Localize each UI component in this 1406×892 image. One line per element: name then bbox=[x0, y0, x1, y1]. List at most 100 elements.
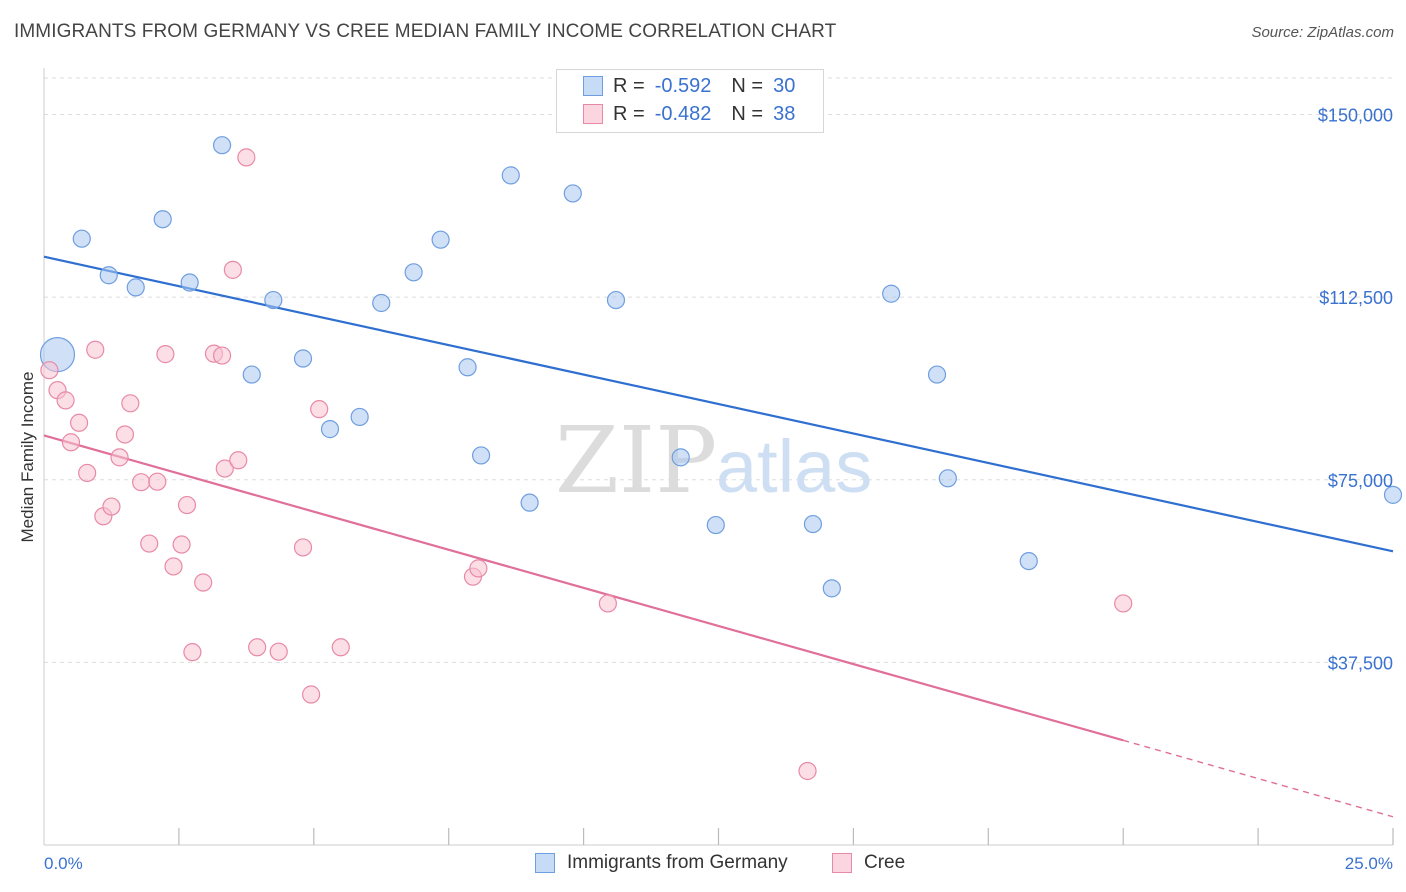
cree-point bbox=[121, 394, 140, 413]
germany-point bbox=[404, 263, 423, 282]
germany-point bbox=[520, 493, 539, 512]
cree-point bbox=[102, 497, 121, 516]
watermark-atlas: atlas bbox=[716, 425, 872, 508]
trend-line-extension bbox=[1123, 739, 1394, 818]
legend-row-germany: R = -0.592 N = 30 bbox=[557, 72, 795, 100]
cree-point bbox=[269, 642, 288, 661]
x-tick-labels: 0.0% 25.0% bbox=[44, 854, 1393, 873]
cree-point bbox=[237, 148, 256, 167]
germany-point bbox=[99, 266, 118, 285]
cree-point bbox=[310, 400, 329, 419]
legend-swatch-germany bbox=[583, 76, 603, 96]
legend-label-germany: Immigrants from Germany bbox=[567, 852, 788, 873]
y-tick-label: $150,000 bbox=[1318, 106, 1393, 126]
cree-point bbox=[86, 340, 105, 359]
germany-point bbox=[606, 290, 626, 310]
legend-item-cree: Cree bbox=[832, 852, 905, 874]
germany-point bbox=[882, 284, 901, 303]
legend-r-label: R = bbox=[613, 102, 645, 125]
germany-point bbox=[671, 448, 690, 467]
legend-swatch-cree bbox=[832, 853, 852, 873]
germany-point bbox=[264, 290, 283, 310]
germany-point bbox=[501, 166, 520, 185]
cree-point bbox=[69, 413, 89, 432]
cree-point bbox=[110, 448, 129, 467]
y-tick-label: $75,000 bbox=[1328, 471, 1393, 491]
legend-n-label: N = bbox=[731, 74, 764, 97]
germany-point bbox=[126, 278, 145, 297]
cree-point bbox=[148, 472, 167, 491]
germany-point bbox=[320, 420, 340, 439]
germany-point bbox=[803, 514, 823, 534]
legend-r-value-cree: -0.482 bbox=[654, 102, 712, 125]
cree-point bbox=[61, 433, 81, 452]
germany-point bbox=[471, 446, 491, 465]
germany-point bbox=[1019, 551, 1038, 571]
cree-point bbox=[331, 638, 350, 657]
legend-swatch-germany bbox=[535, 853, 555, 873]
legend-r-value-germany: -0.592 bbox=[654, 74, 712, 97]
cree-point bbox=[302, 685, 321, 704]
cree-point bbox=[212, 346, 232, 365]
germany-point bbox=[431, 230, 450, 249]
series-legend: Immigrants from Germany Cree bbox=[0, 852, 1406, 878]
germany-point bbox=[212, 136, 232, 155]
x-tick-label-max: 25.0% bbox=[1345, 854, 1393, 873]
germany-point bbox=[242, 365, 261, 384]
germany-point bbox=[706, 515, 725, 535]
germany-point bbox=[563, 184, 582, 203]
cree-point bbox=[78, 463, 97, 483]
germany-point bbox=[72, 229, 91, 248]
cree-point bbox=[132, 473, 151, 492]
cree-point bbox=[156, 345, 175, 364]
germany-point bbox=[938, 469, 957, 488]
cree-point bbox=[140, 534, 159, 553]
cree-point bbox=[248, 638, 267, 657]
cree-point bbox=[598, 594, 617, 613]
cree-point bbox=[223, 260, 242, 279]
germany-point bbox=[927, 365, 947, 384]
cree-point bbox=[56, 391, 75, 410]
cree-point bbox=[215, 459, 234, 478]
axes bbox=[43, 68, 1394, 846]
legend-n-label: N = bbox=[731, 102, 764, 125]
y-tick-label: $112,500 bbox=[1319, 288, 1393, 308]
cree-point bbox=[183, 643, 202, 662]
cree-point bbox=[229, 451, 248, 470]
legend-row-cree: R = -0.482 N = 38 bbox=[557, 100, 795, 128]
legend-r-label: R = bbox=[613, 74, 645, 97]
germany-point bbox=[1383, 485, 1403, 504]
cree-point bbox=[469, 559, 488, 578]
cree-point bbox=[164, 557, 183, 576]
germany-point bbox=[372, 293, 391, 313]
germany-point bbox=[822, 579, 841, 598]
cree-point bbox=[40, 361, 59, 380]
germany-point bbox=[180, 273, 199, 292]
cree-point bbox=[172, 535, 191, 554]
source-label: Source: ZipAtlas.com bbox=[1251, 24, 1394, 41]
cree-point bbox=[798, 761, 817, 781]
legend-n-value-cree: 38 bbox=[773, 102, 796, 125]
germany-point bbox=[153, 210, 172, 229]
y-tick-label: $37,500 bbox=[1328, 653, 1393, 673]
data-points bbox=[39, 136, 1403, 781]
legend-item-germany: Immigrants from Germany bbox=[535, 852, 788, 874]
stats-legend: R = -0.592 N = 30 R = -0.482 N = 38 bbox=[556, 69, 824, 133]
germany-point bbox=[350, 407, 369, 427]
watermark: ZIP atlas bbox=[555, 407, 872, 514]
legend-label-cree: Cree bbox=[864, 852, 906, 873]
x-tick-label-min: 0.0% bbox=[44, 854, 83, 873]
legend-n-value-germany: 30 bbox=[773, 74, 796, 97]
chart-title: IMMIGRANTS FROM GERMANY VS CREE MEDIAN F… bbox=[14, 21, 837, 42]
y-axis-label: Median Family Income bbox=[18, 371, 37, 542]
cree-point bbox=[293, 538, 313, 557]
y-tick-labels: $37,500 $75,000 $112,500 $150,000 bbox=[1318, 106, 1393, 674]
trend-line-cree bbox=[43, 434, 1124, 742]
cree-point bbox=[177, 495, 197, 515]
watermark-zip: ZIP bbox=[555, 407, 717, 514]
germany-point bbox=[458, 358, 477, 377]
cree-point bbox=[115, 425, 135, 444]
trend-lines bbox=[43, 255, 1394, 818]
legend-swatch-cree bbox=[583, 104, 603, 124]
